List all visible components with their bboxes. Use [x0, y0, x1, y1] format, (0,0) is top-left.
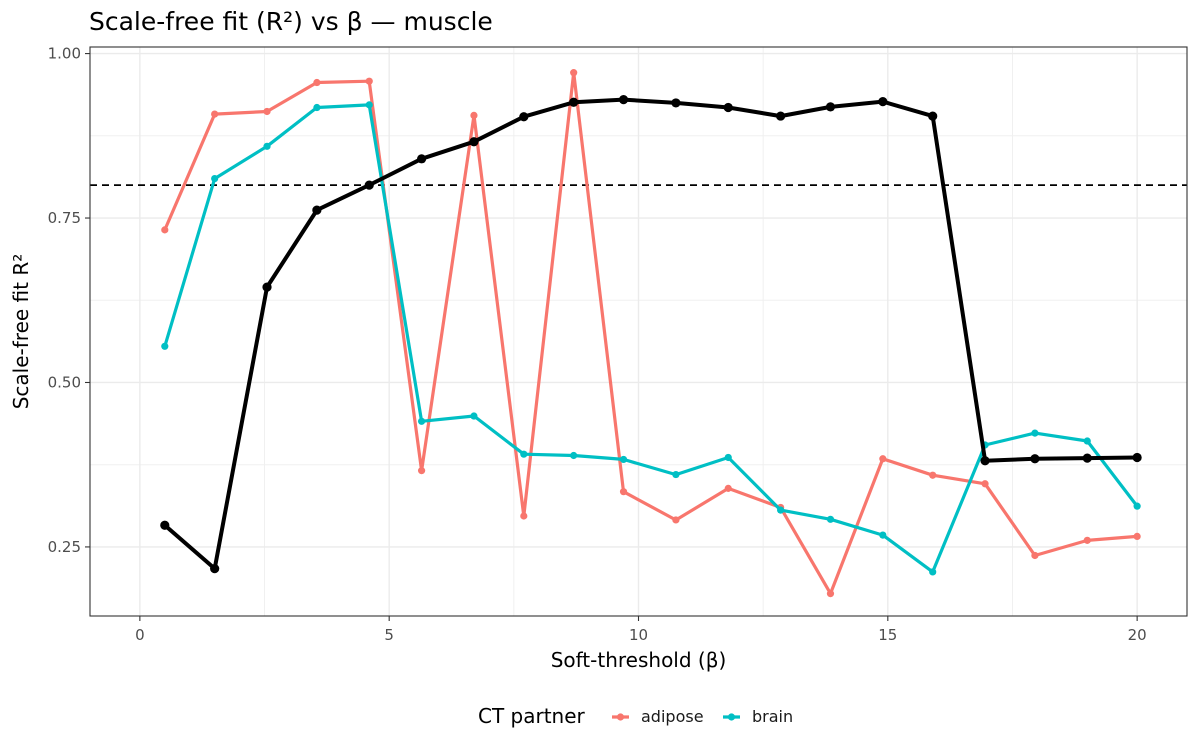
- data-point-muscle: [825, 102, 836, 112]
- data-point-muscle: [1030, 454, 1040, 464]
- data-point-muscle: [776, 111, 786, 121]
- series-line-adipose: [163, 71, 1139, 596]
- x-axis-title: Soft-threshold (β): [551, 648, 727, 672]
- y-tick-label: 0.75: [48, 209, 81, 227]
- data-point-adipose: [211, 110, 219, 118]
- data-point-muscle: [618, 95, 629, 105]
- data-point-adipose: [981, 480, 989, 488]
- data-point-adipose: [1031, 551, 1039, 560]
- data-point-brain: [470, 412, 478, 420]
- legend-item-brain: brain: [723, 707, 793, 726]
- legend-entries: adipose brain: [612, 707, 793, 726]
- legend-label: brain: [752, 707, 793, 726]
- y-tick-label: 0.50: [48, 373, 81, 391]
- data-point-adipose: [724, 484, 732, 492]
- data-point-brain: [263, 142, 271, 150]
- data-point-muscle: [519, 112, 529, 122]
- data-point-adipose: [1133, 532, 1141, 541]
- series-muscle: [160, 95, 1142, 574]
- data-point-brain: [1031, 429, 1039, 437]
- y-tick-label: 1.00: [48, 45, 81, 63]
- y-axis-title: Scale-free fit R²: [9, 254, 33, 410]
- x-tick-label: 5: [384, 626, 394, 644]
- legend-item-adipose: adipose: [612, 707, 704, 726]
- legend-label: adipose: [641, 707, 704, 726]
- data-point-brain: [365, 101, 373, 109]
- data-point-muscle: [210, 564, 220, 574]
- data-point-muscle: [928, 111, 938, 121]
- data-point-muscle: [312, 205, 322, 215]
- data-point-adipose: [313, 78, 321, 87]
- data-point-adipose: [619, 488, 628, 496]
- data-point-brain: [161, 342, 169, 350]
- data-point-brain: [929, 568, 937, 576]
- series-adipose: [161, 69, 1141, 598]
- data-point-brain: [672, 470, 680, 479]
- data-point-adipose: [672, 516, 680, 524]
- data-point-muscle: [1082, 453, 1092, 463]
- data-point-brain: [777, 506, 785, 514]
- data-point-muscle: [569, 97, 579, 107]
- data-point-brain: [417, 417, 426, 425]
- data-point-adipose: [417, 467, 426, 475]
- data-point-adipose: [263, 107, 271, 116]
- data-point-brain: [211, 174, 219, 183]
- legend-key-point: [616, 713, 625, 721]
- data-point-muscle: [262, 282, 272, 292]
- legend-key-point: [727, 713, 736, 721]
- data-point-muscle: [1132, 452, 1142, 463]
- data-point-muscle: [980, 456, 990, 466]
- data-point-muscle: [878, 96, 888, 107]
- data-point-muscle: [416, 154, 427, 164]
- data-point-muscle: [160, 520, 170, 530]
- data-point-adipose: [470, 111, 478, 120]
- data-point-brain: [1083, 437, 1091, 445]
- data-point-brain: [313, 103, 321, 112]
- data-point-adipose: [570, 69, 578, 77]
- data-point-adipose: [161, 226, 169, 234]
- series-line-muscle: [162, 97, 1140, 571]
- data-point-adipose: [1083, 536, 1091, 544]
- data-point-muscle: [723, 102, 733, 113]
- x-tick-label: 10: [629, 626, 648, 644]
- data-point-adipose: [520, 512, 528, 520]
- x-tick-label: 0: [135, 626, 145, 644]
- x-tick-label: 15: [878, 626, 897, 644]
- y-tick-label: 0.25: [48, 538, 81, 556]
- data-point-brain: [520, 450, 528, 458]
- series-line-brain: [163, 103, 1139, 574]
- legend-title: CT partner: [478, 704, 586, 728]
- data-point-adipose: [826, 590, 835, 598]
- data-point-adipose: [365, 77, 373, 85]
- data-point-brain: [826, 515, 835, 523]
- chart-title: Scale-free fit (R²) vs β — muscle: [89, 7, 493, 36]
- data-point-brain: [570, 451, 578, 460]
- data-point-brain: [619, 455, 628, 464]
- data-point-brain: [1133, 502, 1141, 510]
- data-point-muscle: [469, 137, 479, 147]
- data-point-adipose: [879, 455, 887, 463]
- x-tick-label: 20: [1128, 626, 1147, 644]
- data-point-muscle: [671, 98, 681, 108]
- data-point-brain: [724, 453, 732, 462]
- axis-ticks: 0 5 10 15 20 0.25 0.50 0.75 1.00: [48, 45, 1147, 644]
- grid: [90, 47, 1187, 616]
- data-point-adipose: [929, 471, 937, 479]
- data-point-muscle: [364, 180, 374, 190]
- legend: CT partner adipose brain: [478, 704, 793, 728]
- data-point-brain: [879, 531, 887, 539]
- series-layer: [160, 69, 1142, 598]
- series-brain: [161, 101, 1141, 576]
